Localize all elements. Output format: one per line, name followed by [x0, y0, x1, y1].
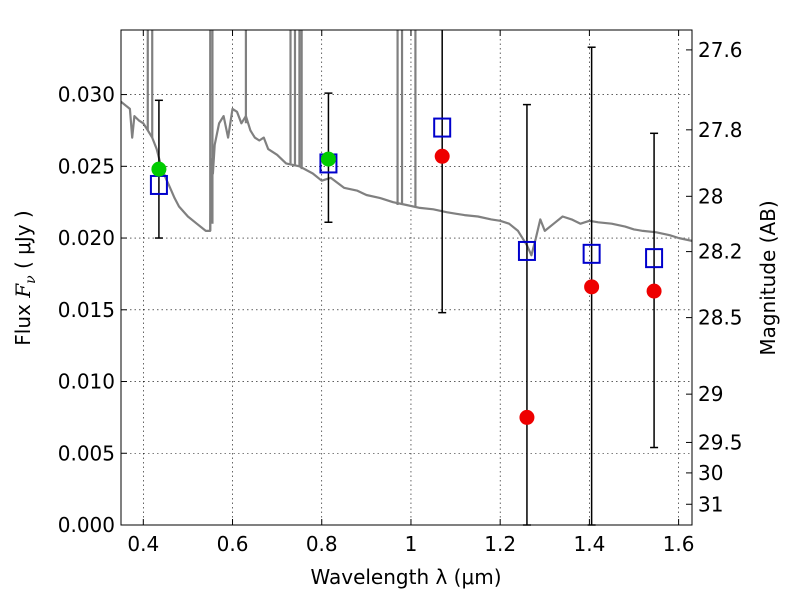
data-markers [149, 117, 664, 425]
x-tick-label: 1.2 [484, 532, 516, 556]
y2-tick-label: 30 [698, 461, 723, 485]
y-tick-label: 0.020 [58, 226, 115, 250]
y-tick-label: 0.015 [58, 298, 115, 322]
y2-tick-label: 28.2 [698, 240, 743, 264]
detected-flux-marker [151, 161, 167, 177]
model-photometry-marker [645, 248, 664, 269]
observed-flux-marker [584, 279, 600, 295]
y2-tick-label: 31 [698, 492, 723, 516]
y2-tick-label: 28.5 [698, 306, 743, 330]
plot-frame [120, 29, 693, 526]
x-tick-label: 1 [405, 532, 418, 556]
x-tick-label: 0.4 [127, 532, 159, 556]
x-tick-label: 0.6 [217, 532, 249, 556]
y-axis-right: 27.6 27.8 28 28.2 28.5 29 29.5 30 31 [686, 38, 743, 516]
model-photometry-marker [582, 243, 601, 264]
error-bars [154, 30, 659, 526]
y2-tick-label: 28 [698, 184, 723, 208]
x-axis-label: Wavelength λ (μm) [310, 565, 501, 589]
observed-flux-marker [646, 283, 662, 299]
model-photometry-marker [517, 240, 536, 261]
y2-tick-label: 29.5 [698, 430, 743, 454]
model-sed-line [121, 100, 692, 257]
observed-flux-marker [434, 148, 450, 164]
model-photometry-marker [433, 117, 452, 138]
y-tick-label: 0.025 [58, 154, 115, 178]
y2-tick-label: 27.6 [698, 38, 743, 62]
plot-area [121, 30, 692, 257]
y-tick-label: 0.005 [58, 441, 115, 465]
x-tick-label: 0.8 [306, 532, 338, 556]
x-tick-label: 1.6 [663, 532, 695, 556]
y2-tick-label: 29 [698, 382, 723, 406]
y2-tick-label: 27.8 [698, 118, 743, 142]
grid-lines [121, 30, 692, 526]
x-tick-label: 1.4 [573, 532, 605, 556]
y-axis-left: 0.000 0.005 0.010 0.015 0.020 0.025 0.030 [58, 83, 127, 537]
y-tick-label: 0.010 [58, 370, 115, 394]
y-tick-label: 0.000 [58, 513, 115, 537]
observed-flux-marker [519, 409, 535, 425]
x-axis: 0.4 0.6 0.8 1 1.2 1.4 1.6 [127, 30, 695, 556]
y-axis-label: Flux Fν ( μJy ) [11, 210, 39, 345]
y-tick-label: 0.030 [58, 83, 115, 107]
y2-axis-label: Magnitude (AB) [756, 200, 780, 355]
detected-flux-marker [320, 151, 336, 167]
